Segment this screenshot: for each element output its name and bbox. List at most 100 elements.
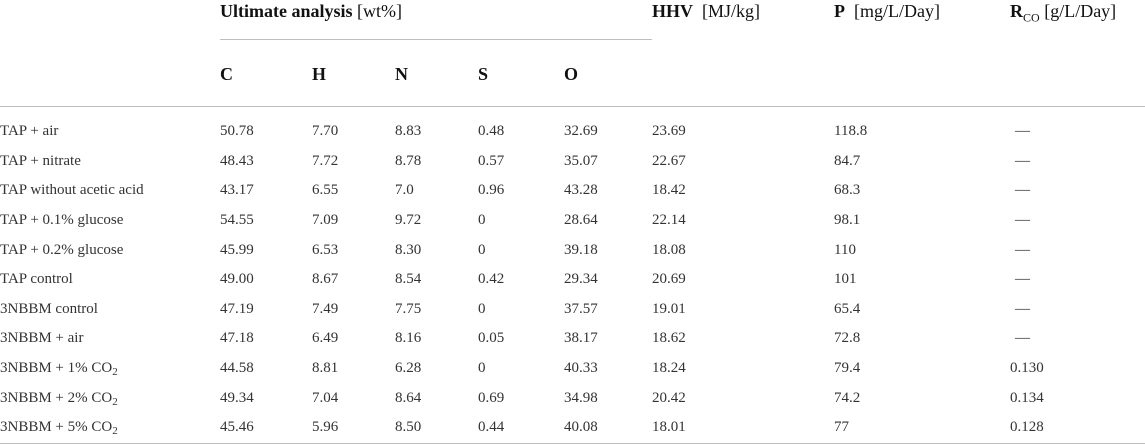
cell-c: 54.55: [220, 212, 254, 229]
table-row: 3NBBM + air 47.18 6.49 8.16 0.05 38.17 18.62 72…: [0, 324, 1145, 354]
header-blank-2: [0, 39, 220, 107]
header-blank-p: [834, 39, 1011, 107]
table-row: TAP + nitrate 48.43 7.72 8.78 0.57 35.07 22.67…: [0, 147, 1145, 177]
cell-h: 8.81: [312, 360, 339, 377]
cell-s: 0: [478, 300, 486, 317]
cell-h: 6.49: [312, 330, 339, 347]
cell-p: 118.8: [834, 123, 868, 140]
cell-c: 43.17: [220, 182, 254, 199]
sample-name-cell: 3NBBM control: [0, 295, 220, 325]
cell-rco: 0.130: [1010, 360, 1044, 377]
hhv-label: HHV: [652, 1, 694, 21]
cell-s: 0: [478, 360, 486, 377]
cell-rco: —: [1015, 300, 1031, 317]
cell-c: 47.18: [220, 330, 254, 347]
sample-name-cell: TAP + 0.1% glucose: [0, 206, 220, 236]
cell-h: 6.55: [312, 182, 339, 199]
table-row: TAP + 0.2% glucose 45.99 6.53 8.30 0 39.18 18.…: [0, 235, 1145, 265]
cell-n: 8.30: [395, 241, 422, 258]
cell-n: 6.28: [395, 360, 422, 377]
sample-name-cell: TAP control: [0, 265, 220, 295]
cell-h: 6.53: [312, 241, 339, 258]
sample-name: 3NBBM + air: [0, 330, 84, 347]
ultimate-analysis-label: Ultimate analysis: [220, 1, 353, 21]
cell-c: 49.00: [220, 271, 254, 288]
cell-s: 0.57: [478, 152, 505, 169]
cell-rco: 0.128: [1010, 412, 1145, 444]
cell-hhv: 18.24: [652, 360, 686, 377]
cell-rco: —: [1015, 212, 1031, 229]
cell-o: 40.33: [564, 360, 598, 377]
cell-p: 74.2: [834, 389, 861, 406]
sample-name: TAP control: [0, 271, 73, 288]
table-row: TAP + 0.1% glucose 54.55 7.09 9.72 0 28.64 22.…: [0, 206, 1145, 236]
cell-s: 0.48: [478, 123, 505, 140]
rco-unit: [g/L/Day]: [1044, 1, 1117, 21]
table-row: TAP + air 50.78 7.70 8.83 0.48 32.69 23.69 118.…: [0, 117, 1145, 147]
sample-name-cell: 3NBBM + 1% CO2: [0, 354, 220, 384]
table-row: TAP without acetic acid 43.17 6.55 7.0 0.96 4…: [0, 176, 1145, 206]
p-unit: [mg/L/Day]: [854, 1, 941, 21]
sample-name: TAP + air: [0, 123, 59, 140]
cell-hhv: 20.42: [652, 389, 686, 406]
sample-name-cell: TAP + air: [0, 117, 220, 147]
cell-c: 45.46: [220, 412, 312, 444]
header-blank-hhv: [652, 39, 835, 107]
cell-c: 44.58: [220, 360, 254, 377]
cell-hhv: 22.67: [652, 152, 686, 169]
table-header: Ultimate analysis [wt%] HHV [MJ/kg] P [m…: [0, 0, 1145, 107]
sample-name: TAP + 0.2% glucose: [0, 241, 124, 258]
sample-name-cell: TAP without acetic acid: [0, 176, 220, 206]
sample-name: TAP without acetic acid: [0, 182, 144, 199]
cell-c: 49.34: [220, 389, 254, 406]
cell-hhv: 22.14: [652, 212, 686, 229]
cell-hhv: 18.01: [652, 412, 835, 444]
sample-name-cell: 3NBBM + 5% CO2: [0, 412, 220, 444]
cell-n: 9.72: [395, 212, 422, 229]
cell-n: 7.0: [395, 182, 414, 199]
sample-name: 3NBBM + 2% CO: [0, 389, 113, 406]
cell-h: 8.67: [312, 271, 339, 288]
cell-p: 79.4: [834, 360, 861, 377]
hhv-unit: [MJ/kg]: [702, 1, 761, 21]
cell-o: 29.34: [564, 271, 598, 288]
cell-n: 8.78: [395, 152, 422, 169]
rco-subscript: CO: [1023, 10, 1040, 25]
ultimate-analysis-unit: [wt%]: [357, 1, 402, 21]
cell-o: 38.17: [564, 330, 598, 347]
cell-p: 72.8: [834, 330, 861, 347]
cell-n: 8.64: [395, 389, 422, 406]
cell-hhv: 18.08: [652, 241, 686, 258]
cell-p: 84.7: [834, 152, 861, 169]
sample-name: TAP + 0.1% glucose: [0, 212, 124, 229]
sample-name-subscript: 2: [112, 366, 118, 379]
table-row: 3NBBM control 47.19 7.49 7.75 0 37.57 19.01 65.…: [0, 295, 1145, 325]
cell-h: 7.70: [312, 123, 339, 140]
cell-h: 7.09: [312, 212, 339, 229]
header-rco: RCO [g/L/Day]: [1010, 0, 1145, 40]
cell-p: 65.4: [834, 300, 861, 317]
sample-name-cell: 3NBBM + 2% CO2: [0, 383, 220, 413]
cell-n: 8.83: [395, 123, 422, 140]
cell-hhv: 20.69: [652, 271, 686, 288]
cell-hhv: 18.42: [652, 182, 686, 199]
table-row: 3NBBM + 5% CO2 45.46 5.96 8.50 0.44 40.08 18.0…: [0, 412, 1145, 444]
cell-o: 37.57: [564, 300, 598, 317]
cell-n: 8.50: [395, 412, 478, 444]
header-ultimate-analysis: Ultimate analysis [wt%]: [220, 0, 653, 40]
cell-n: 8.16: [395, 330, 422, 347]
cell-h: 7.72: [312, 152, 339, 169]
sample-name: TAP + nitrate: [0, 152, 81, 169]
table-row: 3NBBM + 1% CO2 44.58 8.81 6.28 0 40.33 18.24 79…: [0, 354, 1145, 384]
cell-h: 5.96: [312, 412, 395, 444]
cell-hhv: 18.62: [652, 330, 686, 347]
sample-name-cell: TAP + 0.2% glucose: [0, 235, 220, 265]
cell-o: 34.98: [564, 389, 598, 406]
cell-s: 0.96: [478, 182, 505, 199]
p-label: P: [834, 1, 846, 21]
header-element-c: C: [220, 39, 312, 107]
cell-o: 39.18: [564, 241, 598, 258]
cell-p: 101: [834, 271, 857, 288]
header-hhv: HHV [MJ/kg]: [652, 0, 834, 40]
